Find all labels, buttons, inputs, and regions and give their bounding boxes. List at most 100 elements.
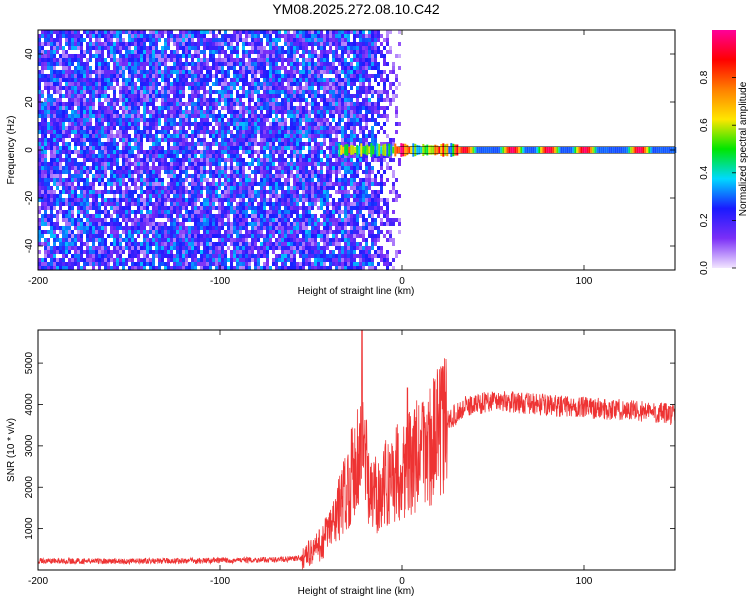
heatmap-cell (119, 166, 122, 170)
heatmap-cell (92, 218, 95, 222)
heatmap-cell (155, 202, 158, 206)
heatmap-cell (314, 38, 317, 42)
heatmap-cell (59, 110, 62, 114)
heatmap-cell (227, 122, 230, 126)
heatmap-cell (251, 114, 254, 118)
heatmap-cell (242, 130, 245, 134)
heatmap-cell (191, 130, 194, 134)
heatmap-cell (122, 86, 125, 90)
heatmap-cell (77, 78, 80, 82)
heatmap-cell (260, 138, 263, 142)
heatmap-cell (59, 102, 62, 106)
heatmap-cell (242, 106, 245, 110)
heatmap-cell (248, 262, 251, 266)
heatmap-cell (74, 166, 77, 170)
heatmap-cell (47, 50, 50, 54)
heatmap-cell (56, 170, 59, 174)
heatmap-cell (107, 86, 110, 90)
heatmap-cell (140, 74, 143, 78)
heatmap-cell (164, 78, 167, 82)
heatmap-cell (296, 246, 299, 250)
heatmap-cell (293, 154, 296, 158)
heatmap-cell (65, 242, 68, 246)
heatmap-cell (293, 246, 296, 250)
heatmap-cell (260, 254, 263, 258)
heatmap-cell (143, 34, 146, 38)
heatmap-cell (251, 202, 254, 206)
heatmap-cell (83, 122, 86, 126)
heatmap-cell (296, 134, 299, 138)
heatmap-cell (116, 262, 119, 266)
heatmap-cell (287, 142, 290, 146)
heatmap-cell (38, 226, 41, 230)
heatmap-cell (191, 150, 194, 154)
heatmap-cell (92, 94, 95, 98)
heatmap-cell (104, 254, 107, 258)
heatmap-cell (257, 258, 260, 262)
heatmap-cell (251, 94, 254, 98)
heatmap-cell (137, 58, 140, 62)
heatmap-cell (158, 130, 161, 134)
heatmap-cell (125, 110, 128, 114)
heatmap-cell (38, 218, 41, 222)
heatmap-cell (320, 82, 323, 86)
heatmap-cell (116, 130, 119, 134)
heatmap-cell (302, 54, 305, 58)
heatmap-cell (263, 198, 266, 202)
heatmap-cell (62, 114, 65, 118)
heatmap-cell (293, 38, 296, 42)
heatmap-cell (290, 238, 293, 242)
heatmap-cell (308, 246, 311, 250)
heatmap-cell (56, 262, 59, 266)
heatmap-cell (239, 38, 242, 42)
heatmap-cell (77, 130, 80, 134)
heatmap-cell (191, 154, 194, 158)
heatmap-cell (215, 242, 218, 246)
heatmap-cell (239, 62, 242, 66)
heatmap-cell (62, 102, 65, 106)
heatmap-cell (179, 142, 182, 146)
heatmap-cell (194, 114, 197, 118)
heatmap-cell (122, 214, 125, 218)
heatmap-cell (41, 170, 44, 174)
heatmap-cell (170, 182, 173, 186)
heatmap-cell (137, 46, 140, 50)
heatmap-cell (140, 58, 143, 62)
heatmap-cell (296, 94, 299, 98)
heatmap-cell (242, 150, 245, 154)
heatmap-cell (89, 150, 92, 154)
heatmap-cell (302, 222, 305, 226)
heatmap-cell (68, 58, 71, 62)
heatmap-cell (122, 58, 125, 62)
heatmap-cell (197, 166, 200, 170)
heatmap-cell (137, 226, 140, 230)
heatmap-cell (86, 174, 89, 178)
heatmap-cell (185, 218, 188, 222)
heatmap-cell (62, 86, 65, 90)
heatmap-cell (50, 166, 53, 170)
heatmap-cell (59, 98, 62, 102)
heatmap-cell (110, 190, 113, 194)
heatmap-cell (158, 246, 161, 250)
heatmap-cell (296, 238, 299, 242)
heatmap-cell (218, 234, 221, 238)
heatmap-cell (275, 170, 278, 174)
heatmap-cell (89, 34, 92, 38)
heatmap-cell (68, 266, 71, 270)
heatmap-cell (320, 46, 323, 50)
heatmap-cell (278, 258, 281, 262)
heatmap-cell (110, 98, 113, 102)
heatmap-cell (143, 182, 146, 186)
heatmap-cell (209, 234, 212, 238)
heatmap-cell (248, 30, 251, 34)
heatmap-cell (50, 34, 53, 38)
heatmap-cell (284, 258, 287, 262)
heatmap-cell (281, 134, 284, 138)
heatmap-cell (68, 170, 71, 174)
heatmap-cell (179, 234, 182, 238)
heatmap-cell (311, 70, 314, 74)
heatmap-cell (104, 90, 107, 94)
heatmap-cell (152, 182, 155, 186)
heatmap-cell (176, 62, 179, 66)
heatmap-cell (308, 266, 311, 270)
